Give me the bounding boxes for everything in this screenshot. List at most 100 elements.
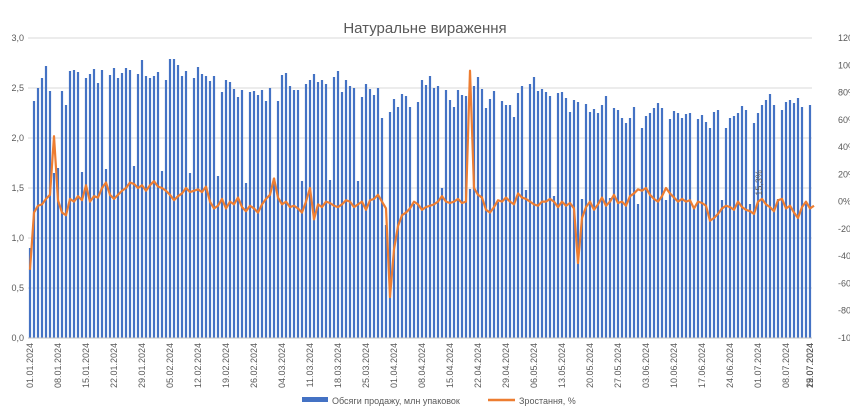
bar — [652, 108, 656, 338]
line-series — [28, 69, 815, 299]
y2-tick-label: -20% — [838, 224, 850, 234]
x-tick-label: 17.06.2024 — [697, 343, 707, 388]
bar — [632, 107, 636, 338]
bar — [624, 123, 628, 338]
x-tick-label: 25.03.2024 — [361, 343, 371, 388]
x-tick-label: 24.06.2024 — [725, 343, 735, 388]
bar — [720, 200, 724, 338]
bar — [132, 166, 136, 338]
x-tick-label: 29.01.2024 — [137, 343, 147, 388]
bar — [208, 81, 212, 338]
x-tick-label: 01.07.2024 — [753, 343, 763, 388]
y2-tick-label: -40% — [838, 251, 850, 261]
bar — [788, 100, 792, 338]
bar — [772, 105, 776, 338]
bar — [492, 91, 496, 338]
bar — [176, 65, 180, 338]
bar — [244, 183, 248, 338]
bar — [52, 173, 56, 338]
bar — [404, 96, 408, 338]
bar — [696, 119, 700, 338]
bar — [644, 116, 648, 338]
y2-tick-label: 120% — [838, 33, 850, 43]
bar — [440, 188, 444, 338]
bar — [496, 202, 500, 338]
bar — [704, 122, 708, 338]
bar — [616, 110, 620, 338]
bar — [732, 116, 736, 338]
data-label: 15,3% — [754, 170, 764, 196]
y-tick-label: 1,0 — [11, 233, 24, 243]
bar — [144, 76, 148, 338]
bar — [348, 86, 352, 338]
bar — [44, 66, 48, 338]
bar — [700, 115, 704, 338]
growth-line — [28, 69, 815, 299]
x-tick-label: 18.03.2024 — [333, 343, 343, 388]
y-tick-label: 0,0 — [11, 333, 24, 343]
bar — [628, 118, 632, 338]
bar — [604, 96, 608, 338]
x-tick-label: 01.01.2024 — [25, 343, 35, 388]
bar — [716, 110, 720, 338]
bar — [564, 98, 568, 338]
bar — [748, 204, 752, 338]
bar — [464, 96, 468, 338]
bar — [428, 76, 432, 338]
y-axis-left: 0,0 0,5 1,0 1,5 2,0 2,5 3,0 — [11, 33, 24, 343]
bar — [116, 78, 120, 338]
bar — [316, 82, 320, 338]
bar — [332, 77, 336, 338]
bar — [596, 113, 600, 338]
bar-series — [28, 59, 812, 338]
bar — [92, 69, 96, 338]
bar — [64, 105, 68, 338]
bar — [648, 113, 652, 338]
x-tick-label: 06.05.2024 — [529, 343, 539, 388]
bar — [412, 204, 416, 338]
bar — [384, 225, 388, 338]
bar — [580, 199, 584, 338]
bar — [740, 106, 744, 338]
bar — [636, 204, 640, 338]
bar — [100, 70, 104, 338]
bar — [792, 103, 796, 338]
bar — [152, 76, 156, 338]
bar — [424, 85, 428, 338]
bar — [324, 84, 328, 338]
bar — [268, 88, 272, 338]
bar — [128, 70, 132, 338]
x-tick-label: 20.05.2024 — [585, 343, 595, 388]
bar — [300, 181, 304, 338]
bar — [160, 171, 164, 338]
bar — [352, 88, 356, 338]
bar — [256, 95, 260, 338]
x-tick-label: 29.07.2024 — [805, 343, 815, 388]
bar — [124, 68, 128, 338]
bar — [432, 88, 436, 338]
bar — [308, 80, 312, 338]
bar — [76, 72, 80, 338]
bar — [48, 91, 52, 338]
x-tick-label: 22.01.2024 — [109, 343, 119, 388]
y2-tick-label: 20% — [838, 169, 850, 179]
bar — [592, 109, 596, 338]
bar — [684, 114, 688, 338]
bar — [168, 59, 172, 338]
bar — [392, 99, 396, 338]
legend: Обсяги продажу, млн упаковок Зростання, … — [302, 396, 576, 406]
bar — [728, 118, 732, 338]
bar — [272, 178, 276, 338]
bar — [252, 91, 256, 338]
bar — [736, 113, 740, 338]
bar — [88, 74, 92, 338]
bar — [204, 76, 208, 338]
bar — [264, 101, 268, 338]
bar — [448, 100, 452, 338]
bar — [512, 117, 516, 338]
bar — [576, 102, 580, 338]
legend-bar-swatch — [302, 397, 328, 402]
bar — [368, 89, 372, 338]
bar — [680, 118, 684, 338]
bar — [136, 74, 140, 338]
